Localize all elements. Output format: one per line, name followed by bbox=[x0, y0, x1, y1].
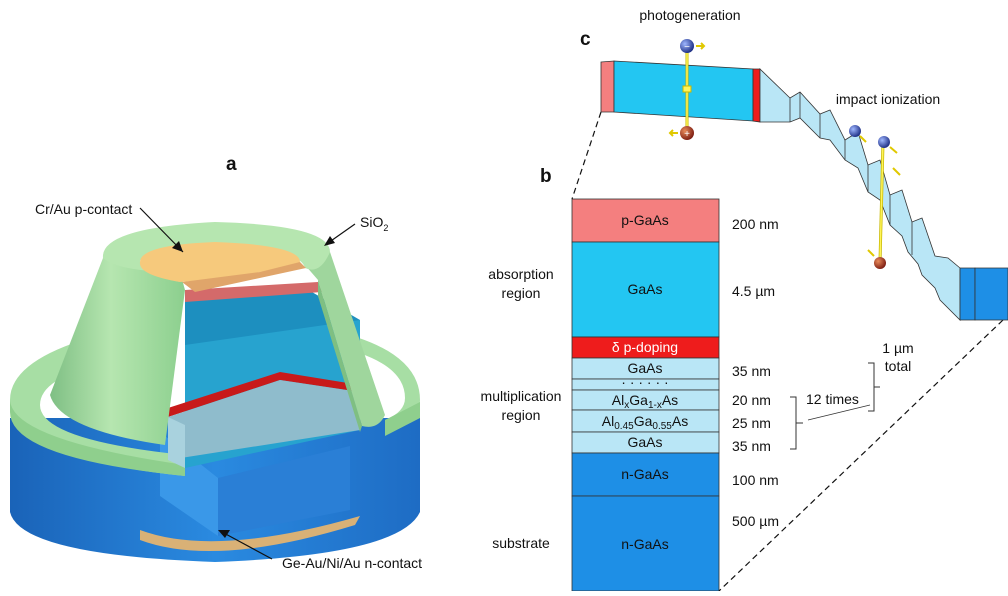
thick-gaas-35-top: 35 nm bbox=[732, 363, 771, 379]
device-3d bbox=[10, 222, 420, 562]
bracket-connector bbox=[807, 404, 871, 421]
sio2-cone-right bbox=[305, 252, 385, 427]
band-delta bbox=[752, 68, 761, 123]
bracket-total bbox=[868, 362, 880, 412]
band-n-sub bbox=[974, 267, 1008, 321]
annot-total-1: 1 µm bbox=[882, 340, 913, 356]
layer-stack: p-GaAs GaAs δ p-doping GaAs · · · · · · … bbox=[571, 198, 720, 592]
annot-12-times: 12 times bbox=[806, 391, 859, 407]
layer-label-gaas-35-top: GaAs bbox=[627, 360, 662, 376]
arrow-p-contact-head bbox=[172, 241, 183, 252]
bracket-12-times bbox=[790, 396, 803, 450]
band-multiplication bbox=[759, 68, 961, 321]
p-contact-edge bbox=[182, 262, 306, 292]
arrow-n-contact-head bbox=[218, 530, 230, 538]
layer-n-gaas-substrate bbox=[571, 495, 720, 592]
thick-al045: 25 nm bbox=[732, 415, 771, 431]
layer-gaas-absorption bbox=[571, 241, 720, 338]
layer-label-gaas-abs: GaAs bbox=[627, 281, 662, 297]
layer-label-dots: · · · · · · bbox=[621, 374, 668, 390]
layer-label-gaas-35-bot: GaAs bbox=[627, 434, 662, 450]
stack-mult-layer bbox=[168, 380, 360, 460]
electron-icon-2 bbox=[849, 125, 861, 137]
layer-p-gaas bbox=[571, 198, 720, 243]
electron-arrow-icon-4 bbox=[892, 167, 901, 176]
label-sio2: SiO2 bbox=[360, 214, 388, 233]
electron-icon bbox=[680, 39, 694, 53]
label-photogeneration: photogeneration bbox=[639, 7, 740, 23]
layer-label-n-gaas-sub: n-GaAs bbox=[621, 536, 668, 552]
label-n-contact: Ge-Au/Ni/Au n-contact bbox=[282, 555, 422, 571]
stack-p-layer bbox=[185, 282, 322, 302]
panel-label-a: a bbox=[226, 154, 237, 175]
sio2-cone-left bbox=[50, 258, 185, 445]
hole-sign: + bbox=[684, 129, 690, 140]
arrow-sio2-head bbox=[324, 236, 335, 246]
hole-icon bbox=[680, 126, 694, 140]
thick-algaas: 20 nm bbox=[732, 392, 771, 408]
region-substrate: substrate bbox=[492, 535, 550, 551]
base-ring-right-edge bbox=[385, 402, 420, 436]
panel-label-b: b bbox=[540, 166, 552, 187]
base-ring-edge bbox=[10, 400, 185, 476]
hole-arrow-icon bbox=[668, 129, 678, 137]
photon-marker bbox=[682, 85, 692, 93]
thick-p-gaas: 200 nm bbox=[732, 216, 779, 232]
thick-gaas-35-bot: 35 nm bbox=[732, 438, 771, 454]
label-impact-ionization: impact ionization bbox=[836, 91, 940, 107]
photogeneration-pair: − + bbox=[668, 39, 706, 140]
band-p bbox=[600, 60, 615, 113]
electron-sign: − bbox=[684, 42, 690, 53]
layer-n-gaas-100 bbox=[571, 452, 720, 497]
region-multiplication-1: multiplication bbox=[481, 388, 562, 404]
stack-delta-layer bbox=[168, 372, 360, 417]
layer-label-n-gaas-100: n-GaAs bbox=[621, 466, 668, 482]
region-absorption-1: absorption bbox=[488, 266, 553, 282]
zoom-line-left bbox=[571, 111, 602, 200]
electron-arrow-icon-3 bbox=[889, 146, 898, 154]
region-absorption-2: region bbox=[502, 285, 541, 301]
substrate-cut-face-2 bbox=[218, 446, 350, 536]
panel-label-c: c bbox=[580, 29, 591, 50]
layer-label-algaas: AlxGa1-xAs bbox=[612, 392, 678, 411]
electron-icon-3 bbox=[878, 136, 890, 148]
sio2-cone-right-inner bbox=[318, 280, 362, 432]
annot-total-2: total bbox=[885, 358, 911, 374]
electron-arrow-icon bbox=[696, 42, 706, 50]
band-n bbox=[959, 267, 976, 321]
ionization-line-inner bbox=[879, 141, 884, 263]
sio2-top-ring bbox=[102, 222, 330, 282]
thick-gaas-abs: 4.5 µm bbox=[732, 283, 775, 299]
label-p-contact: Cr/Au p-contact bbox=[35, 201, 132, 217]
hole-arrow-icon-2 bbox=[867, 249, 875, 257]
impact-ionization-pair bbox=[849, 125, 901, 269]
thick-n-gaas-100: 100 nm bbox=[732, 472, 779, 488]
n-contact-strip bbox=[140, 516, 360, 552]
thick-n-gaas-sub: 500 µm bbox=[732, 513, 779, 529]
region-multiplication-2: region bbox=[502, 407, 541, 423]
layer-label-delta: δ p-doping bbox=[612, 339, 678, 355]
stack-mult-side bbox=[168, 417, 185, 468]
hole-icon-2 bbox=[874, 257, 886, 269]
layer-label-p-gaas: p-GaAs bbox=[621, 212, 668, 228]
layer-label-al045: Al0.45Ga0.55As bbox=[602, 413, 688, 432]
zoom-line-right bbox=[718, 319, 1004, 592]
arrow-n-contact-line bbox=[221, 531, 273, 560]
electron-arrow-icon-2 bbox=[859, 135, 867, 143]
p-contact-pad bbox=[139, 242, 300, 282]
stack-top-face bbox=[185, 288, 360, 345]
